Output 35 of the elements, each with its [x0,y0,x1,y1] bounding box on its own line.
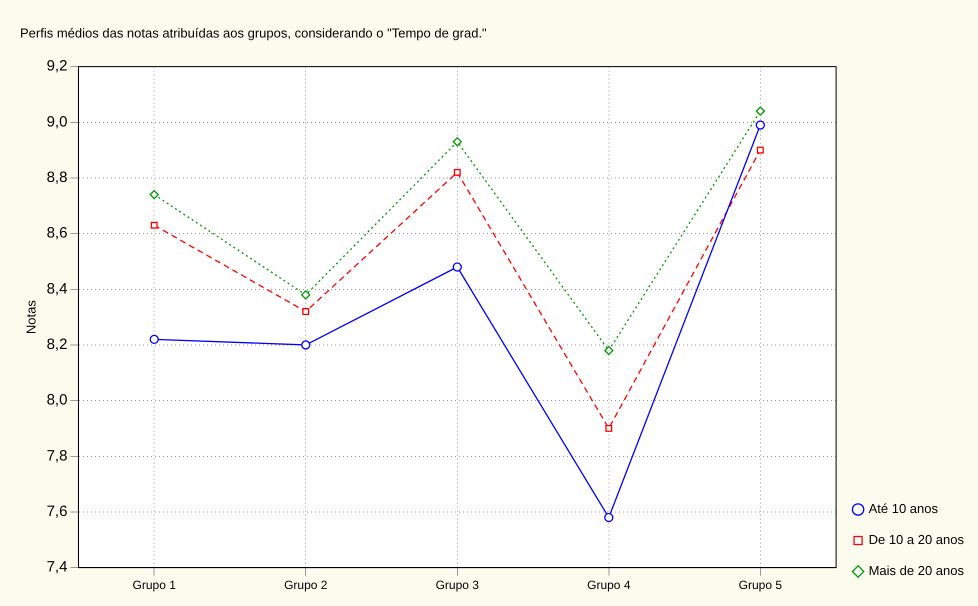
point [604,346,614,356]
x-tick-label: Grupo 2 [284,578,328,592]
point [756,120,765,130]
point [301,290,310,300]
point [604,512,614,522]
point [301,340,310,350]
chart-title: Perfis médios das notas atribuídas aos grupos, considerando o "Tempo de grad." [20,25,488,40]
point [150,190,159,200]
y-tick-label: 8,4 [46,280,68,298]
point [452,262,462,272]
point [302,308,310,316]
legend-label: Até 10 anos [868,501,938,516]
y-tick-label: 7,6 [46,503,68,520]
y-tick-label: 7,4 [46,558,68,576]
point [756,106,765,116]
y-tick-label: 9,2 [46,58,68,75]
point [150,222,158,229]
y-tick-label: 8,6 [46,224,68,242]
y-tick-label: 8,8 [46,169,68,186]
point [605,424,612,432]
point [454,168,461,176]
y-tick-label: 8,2 [46,336,68,354]
x-tick-label: Grupo 3 [436,578,480,592]
legend-label: De 10 a 20 anos [868,532,964,548]
y-tick-label: 7,8 [46,447,68,464]
x-tick-label: Grupo 5 [738,578,782,592]
point [756,146,764,154]
x-tick-label: Grupo 1 [132,578,176,592]
x-tick-label: Grupo 4 [587,578,631,592]
point [452,137,462,146]
y-axis-title: Notas [23,300,38,334]
point [150,334,159,344]
y-tick-label: 9,0 [46,113,68,130]
legend-label: Mais de 20 anos [868,563,964,578]
y-tick-label: 8,0 [46,392,68,409]
